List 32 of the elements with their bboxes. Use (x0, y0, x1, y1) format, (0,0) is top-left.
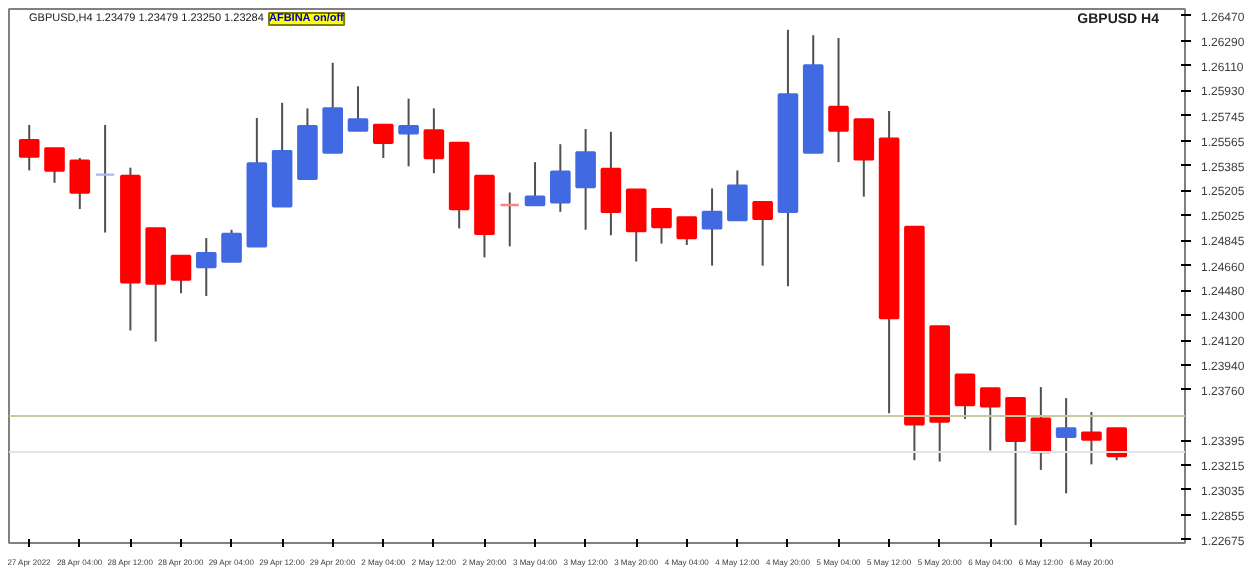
candlestick (347, 85, 369, 132)
candlestick (94, 123, 116, 234)
candlestick (600, 130, 622, 237)
candlestick (69, 157, 91, 211)
candlestick (828, 36, 849, 164)
candlestick (221, 228, 242, 263)
candlestick (322, 61, 344, 154)
candlestick (195, 237, 217, 298)
candlestick (1055, 397, 1077, 495)
candlestick (676, 216, 698, 246)
candlestick (170, 254, 192, 295)
candlestick (1005, 396, 1026, 527)
candlestick (1030, 386, 1052, 471)
candlestick (625, 188, 647, 263)
candlestick (752, 200, 773, 267)
candlestick (727, 169, 748, 222)
candlestick (853, 118, 875, 198)
candlestick (499, 191, 521, 248)
candlestick (524, 161, 546, 207)
candlestick (398, 97, 419, 168)
candlestick (372, 123, 394, 160)
candlestick (18, 123, 40, 172)
candlestick (550, 143, 571, 213)
candlestick (1081, 410, 1102, 466)
candlestick (979, 387, 1001, 452)
candlestick (954, 373, 976, 420)
candlestick (423, 107, 445, 175)
candlestick (575, 128, 596, 231)
candlestick (701, 187, 723, 267)
candlestick (44, 147, 65, 184)
candlestick (1106, 427, 1128, 462)
candlestick (651, 207, 672, 245)
